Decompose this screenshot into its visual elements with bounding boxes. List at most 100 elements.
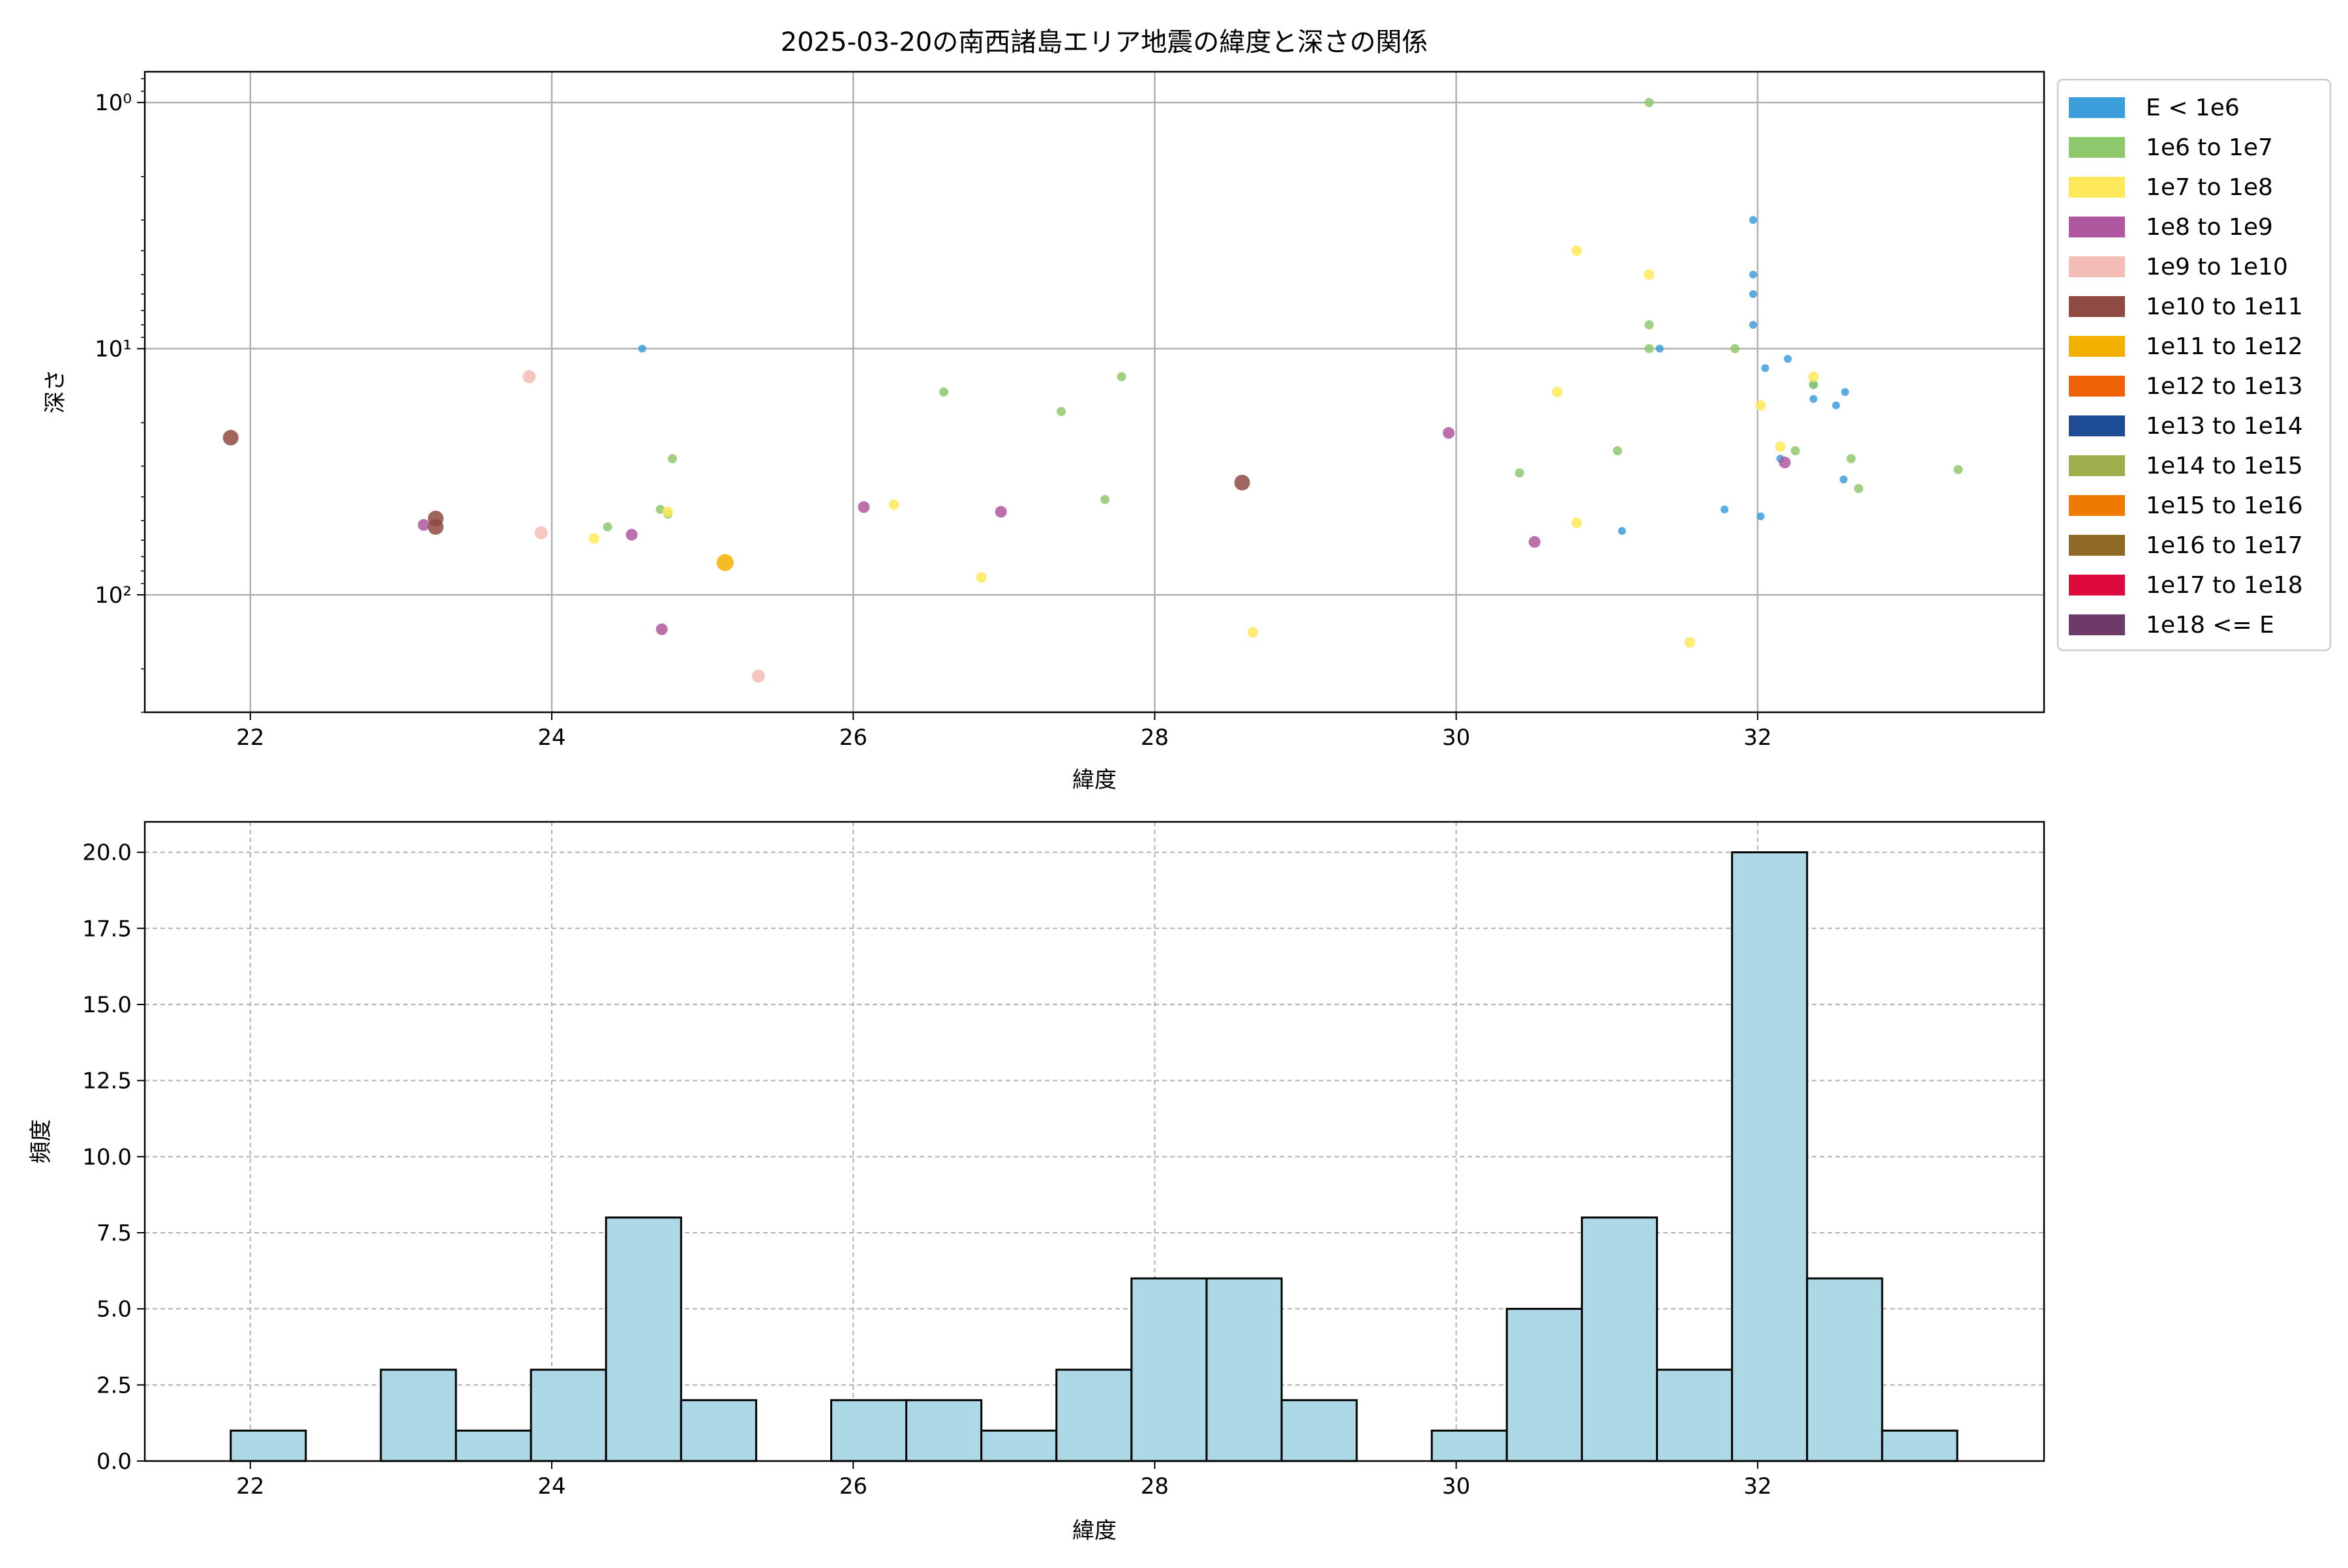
histogram-bar	[1205, 1277, 1283, 1462]
scatter-x-axis-label: 緯度	[1072, 767, 1117, 793]
scatter-point	[1756, 512, 1765, 520]
legend-label: 1e6 to 1e7	[2146, 134, 2273, 161]
histogram-bar	[1505, 1308, 1583, 1462]
scatter-x-tick-label: 32	[1743, 725, 1771, 751]
scatter-point	[939, 387, 948, 397]
histogram-bar	[980, 1429, 1058, 1462]
scatter-point	[1571, 245, 1582, 256]
scatter-point	[1644, 320, 1654, 329]
scatter-point	[976, 572, 987, 583]
scatter-title: 2025-03-20の南西諸島エリア地震の緯度と深さの関係	[781, 27, 1428, 57]
scatter-point	[1514, 468, 1524, 478]
histogram-bar	[230, 1429, 307, 1462]
scatter-x-tick-label: 30	[1442, 725, 1470, 751]
legend-swatch	[2069, 495, 2125, 516]
scatter-point	[638, 344, 646, 353]
histogram-y-tick-label: 0.0	[97, 1449, 132, 1475]
scatter-point	[417, 519, 430, 531]
legend-label: 1e14 to 1e15	[2146, 453, 2303, 479]
histogram-y-tick-label: 10.0	[82, 1144, 132, 1170]
scatter-point	[1612, 446, 1622, 456]
histogram-bar	[1430, 1429, 1508, 1462]
scatter-point	[1809, 380, 1818, 389]
histogram-y-tick-label: 7.5	[97, 1220, 132, 1246]
scatter-point	[522, 370, 536, 384]
scatter-point	[1443, 427, 1455, 439]
histogram-y-tick-label: 15.0	[82, 992, 132, 1018]
histogram-bar	[1881, 1429, 1959, 1462]
histogram-chart: 22 24 26 28 30 32 0.0 2.5 5.0 7.5 10.0 12.5 15.0 17.…	[28, 821, 2045, 1544]
histogram-bar	[1280, 1399, 1358, 1462]
histogram-plot-frame	[143, 821, 2045, 1462]
histogram-bar	[1130, 1277, 1208, 1462]
scatter-point	[1846, 454, 1856, 464]
scatter-point	[1784, 355, 1792, 363]
scatter-point	[1057, 406, 1066, 416]
scatter-x-ticks: 22 24 26 28 30 32	[236, 712, 1772, 751]
scatter-point	[1953, 464, 1963, 474]
histogram-x-tick-label: 30	[1442, 1473, 1470, 1500]
scatter-point	[888, 499, 899, 510]
legend-label: E < 1e6	[2146, 95, 2240, 121]
legend-label: 1e16 to 1e17	[2146, 532, 2303, 559]
scatter-point	[1775, 441, 1786, 452]
scatter-y-ticks: 10⁰ 10¹ 10²	[95, 78, 145, 713]
legend-swatch	[2069, 575, 2125, 596]
scatter-point	[1832, 401, 1841, 410]
scatter-point	[1761, 364, 1769, 372]
legend-label: 1e18 <= E	[2146, 612, 2274, 639]
legend-label: 1e7 to 1e8	[2146, 174, 2273, 201]
histogram-x-tick-label: 32	[1743, 1473, 1771, 1500]
scatter-point	[1644, 269, 1655, 280]
histogram-y-axis-label: 頻度	[28, 1119, 54, 1164]
legend-label: 1e15 to 1e16	[2146, 492, 2303, 519]
scatter-point	[603, 522, 612, 532]
histogram-bar	[1580, 1216, 1659, 1462]
scatter-point	[1234, 474, 1250, 490]
scatter-y-tick-label: 10²	[95, 582, 132, 609]
histogram-y-tick-label: 2.5	[97, 1372, 132, 1398]
legend-swatch	[2069, 535, 2125, 556]
legend-swatch	[2069, 455, 2125, 476]
histogram-x-tick-label: 24	[537, 1473, 565, 1500]
scatter-point	[1117, 372, 1126, 382]
legend-swatch	[2069, 256, 2125, 277]
legend-label: 1e8 to 1e9	[2146, 214, 2273, 241]
scatter-point	[1247, 627, 1258, 638]
scatter-point	[428, 519, 444, 535]
legend-swatch	[2069, 415, 2125, 436]
histogram-bar	[1656, 1368, 1734, 1462]
legend-label: 1e9 to 1e10	[2146, 254, 2288, 280]
scatter-plot-frame	[143, 70, 2045, 714]
histogram-x-tick-label: 22	[236, 1473, 264, 1500]
histogram-x-ticks: 22 24 26 28 30 32	[236, 1461, 1772, 1500]
histogram-y-tick-label: 17.5	[82, 916, 132, 942]
scatter-point	[1571, 517, 1582, 528]
scatter-point	[534, 526, 548, 539]
scatter-grid	[145, 72, 2044, 712]
scatter-point	[995, 505, 1007, 518]
histogram-bar	[605, 1216, 682, 1462]
scatter-point	[751, 669, 765, 683]
legend-items: E < 1e6 1e6 to 1e7 1e7 to 1e8 1e8 to 1e9 1e9…	[2069, 95, 2303, 639]
legend-label: 1e12 to 1e13	[2146, 373, 2303, 400]
legend-swatch	[2069, 296, 2125, 317]
scatter-point	[1684, 637, 1695, 648]
legend: E < 1e6 1e6 to 1e7 1e7 to 1e8 1e8 to 1e9 1e9…	[2056, 78, 2332, 652]
histogram-y-tick-label: 20.0	[82, 840, 132, 866]
scatter-x-tick-label: 24	[537, 725, 565, 751]
histogram-bar	[830, 1399, 908, 1462]
scatter-point	[1749, 320, 1757, 329]
scatter-point	[1644, 344, 1654, 354]
histogram-x-tick-label: 28	[1141, 1473, 1169, 1500]
scatter-point	[1749, 270, 1757, 279]
scatter-point	[588, 533, 599, 544]
histogram-bar	[380, 1368, 457, 1462]
legend-label: 1e13 to 1e14	[2146, 413, 2303, 440]
histogram-bar	[1055, 1368, 1133, 1462]
scatter-point	[1790, 446, 1800, 456]
legend-label: 1e17 to 1e18	[2146, 572, 2303, 599]
scatter-point	[662, 506, 673, 517]
